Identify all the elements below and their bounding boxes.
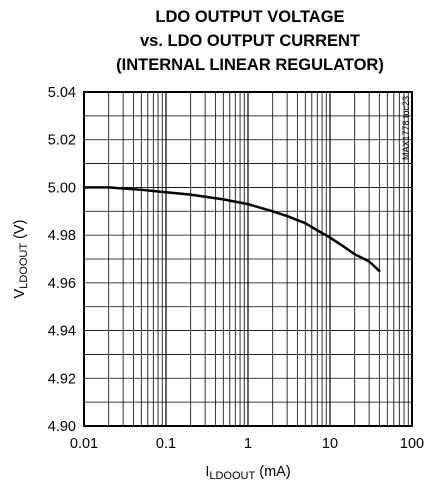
chart-title: LDO OUTPUT VOLTAGE vs. LDO OUTPUT CURREN… — [116, 8, 384, 74]
chart-title-line-1: LDO OUTPUT VOLTAGE — [155, 8, 344, 26]
x-tick-label: 1 — [244, 436, 252, 452]
x-axis-label-unit: (mA) — [255, 464, 290, 480]
chart-id-code: MAX1778 toc23 — [401, 96, 411, 160]
grid — [84, 92, 412, 426]
y-axis-label-prefix: V — [12, 288, 28, 298]
x-tick-label: 100 — [400, 436, 424, 452]
y-tick-label: 5.04 — [48, 85, 76, 101]
y-tick-label: 4.92 — [48, 371, 76, 387]
y-axis-label-subscript: LDOOUT — [18, 243, 30, 289]
series — [82, 186, 381, 273]
tick-labels: 0.01 0.1 1 10 100 4.90 4.92 4.94 4.96 4.98 5.00 5.0… — [48, 85, 424, 452]
y-axis-label-unit: (V) — [12, 220, 28, 243]
x-tick-label: 0.01 — [70, 436, 98, 452]
y-tick-label: 4.96 — [48, 276, 76, 292]
y-tick-label: 5.00 — [48, 180, 76, 196]
x-tick-label: 0.1 — [156, 436, 176, 452]
x-axis-label: ILDOOUT (mA) — [205, 464, 290, 482]
chart-title-line-3: (INTERNAL LINEAR REGULATOR) — [116, 56, 384, 74]
x-axis-label-prefix: I — [205, 464, 209, 480]
series-line — [82, 186, 381, 273]
chart-title-line-2: vs. LDO OUTPUT CURRENT — [140, 32, 360, 50]
x-axis-label-subscript: LDOOUT — [209, 470, 255, 482]
x-tick-label: 10 — [322, 436, 338, 452]
y-tick-label: 4.94 — [48, 324, 76, 340]
y-tick-label: 5.02 — [48, 133, 76, 149]
y-tick-label: 4.98 — [48, 228, 76, 244]
plot-frame — [83, 91, 413, 427]
y-tick-label: 4.90 — [48, 419, 76, 435]
y-axis-label: VLDOOUT (V) — [12, 220, 30, 299]
